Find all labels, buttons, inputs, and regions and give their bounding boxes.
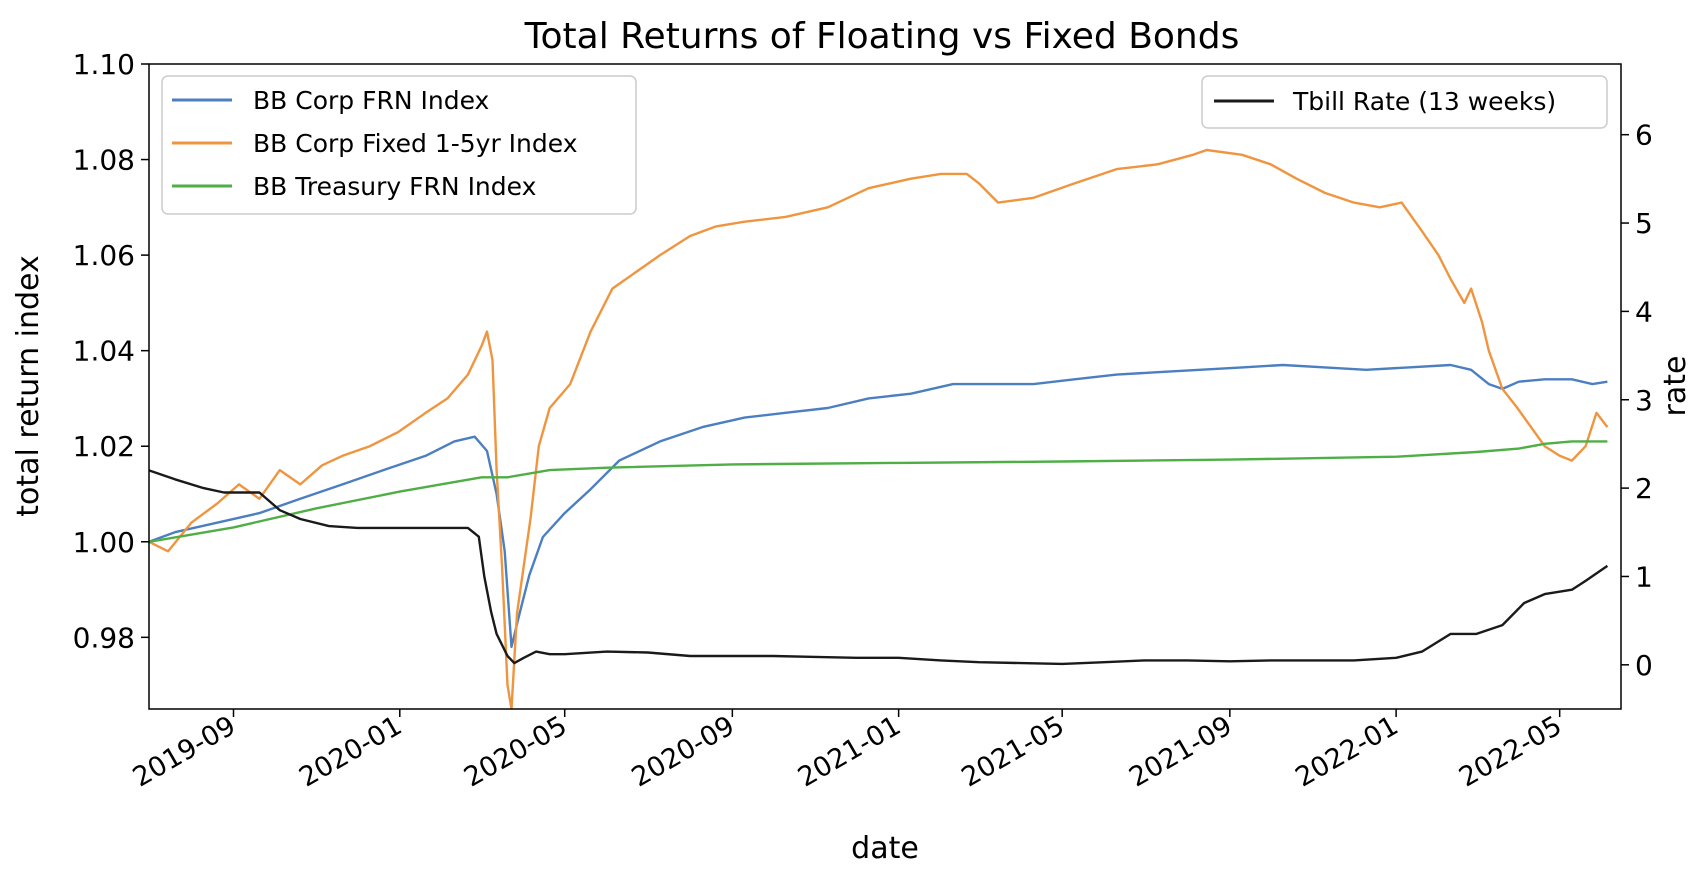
- y2-tick-label: 1: [1635, 560, 1653, 593]
- series-line-bb-corp-frn-index: [149, 363, 1608, 649]
- y-tick-label: 1.04: [73, 335, 135, 368]
- y-tick-label: 1.02: [73, 430, 135, 463]
- y2-axis-title: rate: [1658, 356, 1693, 417]
- legend-left-box: [161, 75, 637, 215]
- y2-tick-label: 6: [1635, 119, 1653, 152]
- y2-tick-label: 3: [1635, 384, 1653, 417]
- x-axis-title: date: [851, 831, 919, 866]
- y2-tick-label: 2: [1635, 472, 1653, 505]
- series-line-tbill-rate-13-weeks: [149, 469, 1609, 666]
- series-layer: [149, 148, 1609, 709]
- legend-label-corp-fixed: BB Corp Fixed 1-5yr Index: [253, 129, 578, 158]
- y-tick-label: 1.00: [73, 526, 135, 559]
- y-tick-label: 1.10: [73, 48, 135, 81]
- series-line-bb-treasury-frn-index: [149, 440, 1608, 543]
- legend-right: Tbill Rate (13 weeks): [1201, 75, 1608, 129]
- series-line-bb-corp-fixed-1-5yr-index: [149, 148, 1609, 709]
- legend-label-tbill: Tbill Rate (13 weeks): [1292, 87, 1556, 116]
- legend-left: BB Corp FRN Index BB Corp Fixed 1-5yr In…: [161, 75, 637, 215]
- legend-label-treasury-frn: BB Treasury FRN Index: [253, 172, 536, 201]
- y-tick-label: 1.08: [73, 144, 135, 177]
- plot-frame: [148, 63, 1622, 710]
- y-tick-label: 1.06: [73, 239, 135, 272]
- legend-label-corp-frn: BB Corp FRN Index: [253, 86, 489, 115]
- y2-tick-label: 0: [1635, 649, 1653, 682]
- y-axis-title: total return index: [11, 255, 46, 516]
- y2-tick-label: 4: [1635, 295, 1653, 328]
- legend-right-box: [1201, 75, 1608, 129]
- y2-tick-label: 5: [1635, 207, 1653, 240]
- y-tick-label: 0.98: [73, 621, 135, 654]
- chart-title: Total Returns of Floating vs Fixed Bonds: [524, 16, 1240, 57]
